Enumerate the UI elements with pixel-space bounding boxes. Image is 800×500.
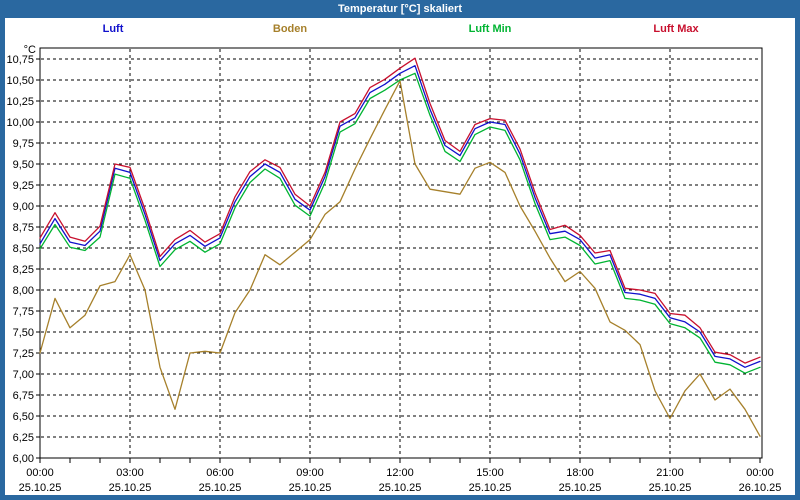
x-tick-date-label: 25.10.25 <box>289 482 332 494</box>
window-frame-left <box>0 18 5 500</box>
x-tick-date-label: 25.10.25 <box>199 482 242 494</box>
x-tick-date-label: 25.10.25 <box>559 482 602 494</box>
y-tick-label: 7,25 <box>13 348 34 360</box>
tick-labels: 10,75 10,50 10,25 10,00 9,75 9,50 9,25 9,00 8,75… <box>6 54 781 494</box>
x-tick-date-label: 25.10.25 <box>379 482 422 494</box>
y-tick-label: 10,75 <box>6 54 34 66</box>
y-tick-label: 6,00 <box>13 453 34 465</box>
x-tick-time-label: 06:00 <box>206 467 234 479</box>
y-tick-label: 8,00 <box>13 285 34 297</box>
y-tick-label: 7,75 <box>13 306 34 318</box>
window-frame-bottom <box>0 495 800 500</box>
x-tick-date-label: 26.10.25 <box>739 482 782 494</box>
x-tick-date-label: 25.10.25 <box>469 482 512 494</box>
legend-item-luft: Luft <box>102 23 124 35</box>
y-tick-label: 6,75 <box>13 390 34 402</box>
window-title-text: Temperatur [°C] skaliert <box>337 3 462 15</box>
x-tick-time-label: 00:00 <box>746 467 774 479</box>
legend-item-luft-max: Luft Max <box>653 23 699 35</box>
x-tick-date-label: 25.10.25 <box>109 482 152 494</box>
x-gridlines <box>129 49 671 457</box>
x-tick-date-label: 25.10.25 <box>649 482 692 494</box>
series-line-luft-max <box>39 57 761 364</box>
x-tick-date-label: 25.10.25 <box>19 482 62 494</box>
x-tick-time-label: 21:00 <box>656 467 684 479</box>
x-tick-time-label: 18:00 <box>566 467 594 479</box>
series-lines <box>39 57 761 437</box>
y-tick-label: 10,00 <box>6 117 34 129</box>
y-tick-label: 7,00 <box>13 369 34 381</box>
x-tick-time-label: 00:00 <box>26 467 54 479</box>
x-tick-time-label: 09:00 <box>296 467 324 479</box>
y-tick-label: 8,50 <box>13 243 34 255</box>
axes-and-ticks <box>36 47 763 463</box>
series-line-luft-min <box>39 72 761 374</box>
y-tick-label: 9,00 <box>13 201 34 213</box>
y-tick-label: 7,50 <box>13 327 34 339</box>
y-gridlines <box>41 58 761 438</box>
window-title-bar[interactable]: Temperatur [°C] skaliert <box>0 0 800 18</box>
plot-border <box>39 47 763 459</box>
y-tick-label: 6,25 <box>13 432 34 444</box>
y-tick-label: 6,50 <box>13 411 34 423</box>
y-tick-label: 9,75 <box>13 138 34 150</box>
y-tick-label: 10,25 <box>6 96 34 108</box>
x-tick-time-label: 03:00 <box>116 467 144 479</box>
x-tick-time-label: 15:00 <box>476 467 504 479</box>
y-tick-label: 8,75 <box>13 222 34 234</box>
y-axis-unit-label: °C <box>24 44 36 56</box>
x-tick-time-label: 12:00 <box>386 467 414 479</box>
y-tick-label: 10,50 <box>6 75 34 87</box>
y-tick-label: 9,25 <box>13 180 34 192</box>
series-line-luft <box>39 65 761 368</box>
series-line-boden <box>39 80 761 437</box>
legend-item-luft-min: Luft Min <box>468 23 512 35</box>
window-frame-right <box>795 18 800 500</box>
y-tick-label: 9,50 <box>13 159 34 171</box>
y-tick-label: 8,25 <box>13 264 34 276</box>
legend-item-boden: Boden <box>272 23 308 35</box>
